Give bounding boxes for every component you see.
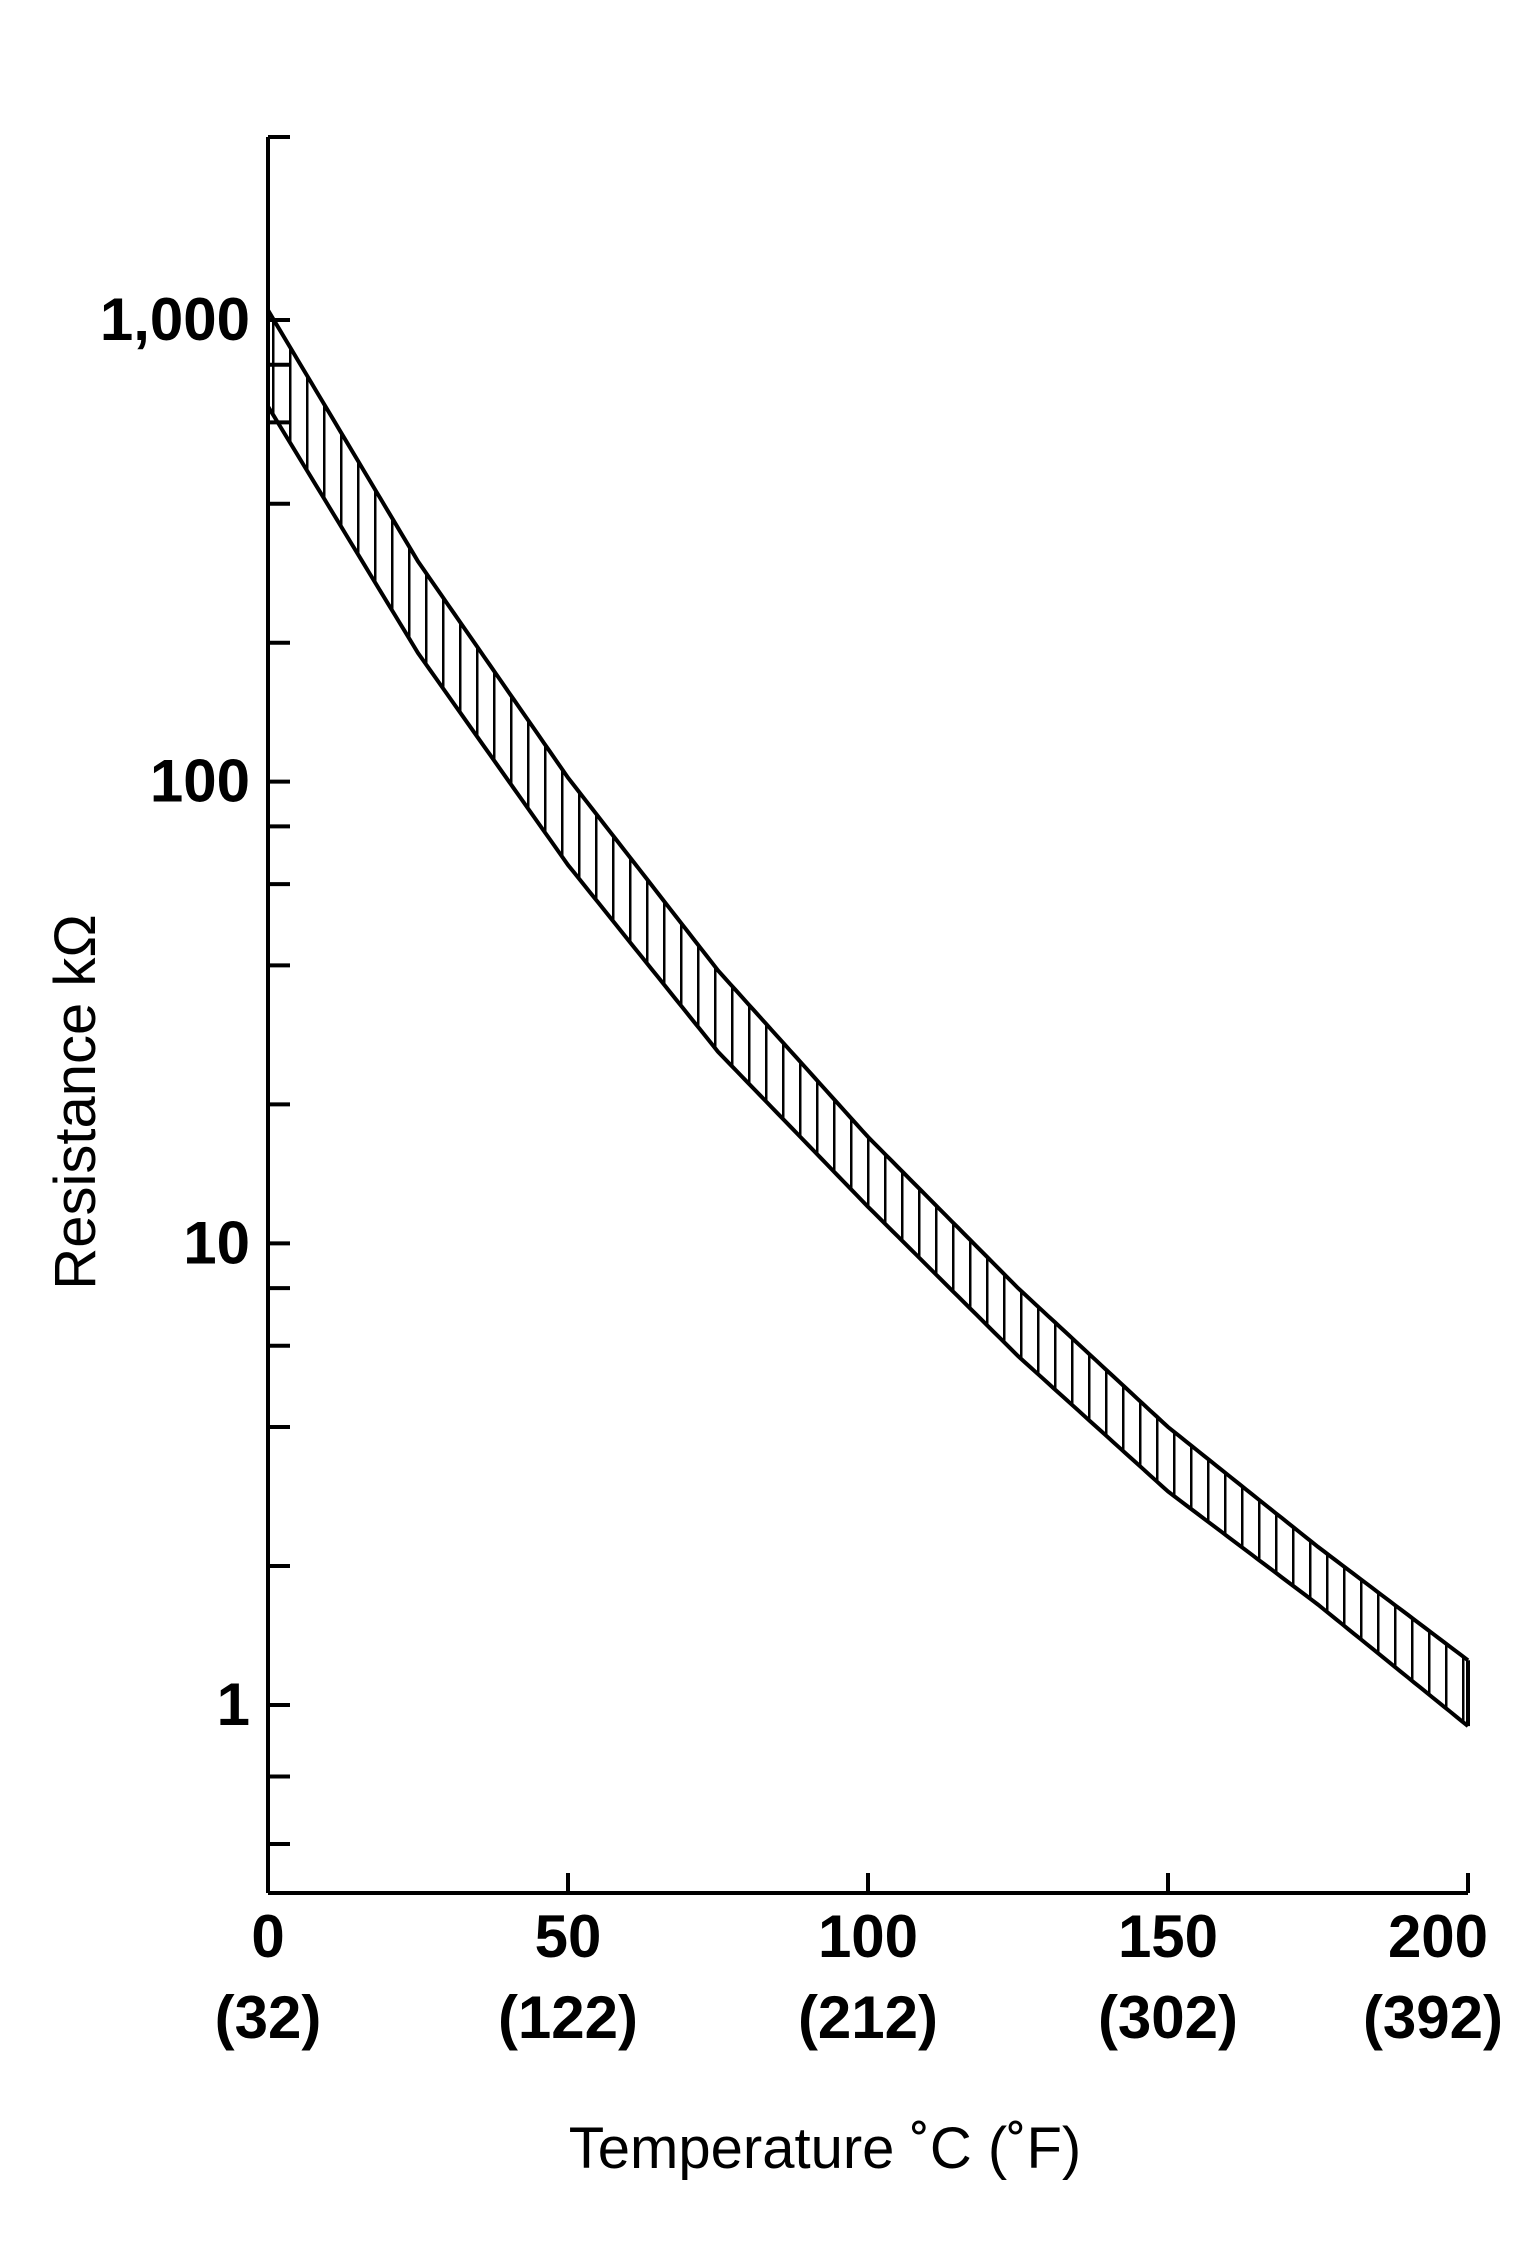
lower-limit-curve xyxy=(266,405,1470,1728)
y-tick-label: 10 xyxy=(183,1209,250,1276)
x-axis-ticks: 0 (32) 50 (122) 100 (212) 150 (302) 200 (392) xyxy=(215,1873,1503,2051)
upper-limit-curve xyxy=(266,309,1470,1662)
axes xyxy=(266,135,1468,1895)
x-axis-title: Temperature ˚C (˚F) xyxy=(569,2116,1081,2181)
x-tick-label: 0 xyxy=(251,1903,284,1970)
y-axis-title: Resistance kΩ xyxy=(43,914,108,1289)
band-hatch-fill xyxy=(268,310,1468,1727)
x-tick-label: 100 xyxy=(818,1903,918,1970)
x-tick-sublabel: (302) xyxy=(1098,1984,1238,2051)
x-tick-sublabel: (212) xyxy=(798,1984,938,2051)
y-tick-label: 100 xyxy=(150,748,250,815)
x-tick-sublabel: (122) xyxy=(498,1984,638,2051)
x-tick-sublabel: (32) xyxy=(215,1984,322,2051)
y-tick-label: 1,000 xyxy=(100,286,250,353)
x-tick-sublabel: (392) xyxy=(1363,1984,1503,2051)
y-axis-ticks: 1 10 100 1,000 xyxy=(100,286,290,1846)
x-tick-label: 50 xyxy=(535,1903,602,1970)
x-tick-label: 150 xyxy=(1118,1903,1218,1970)
y-tick-label: 1 xyxy=(217,1671,250,1738)
resistance-band xyxy=(266,309,1470,1728)
x-tick-label: 200 xyxy=(1388,1903,1488,1970)
